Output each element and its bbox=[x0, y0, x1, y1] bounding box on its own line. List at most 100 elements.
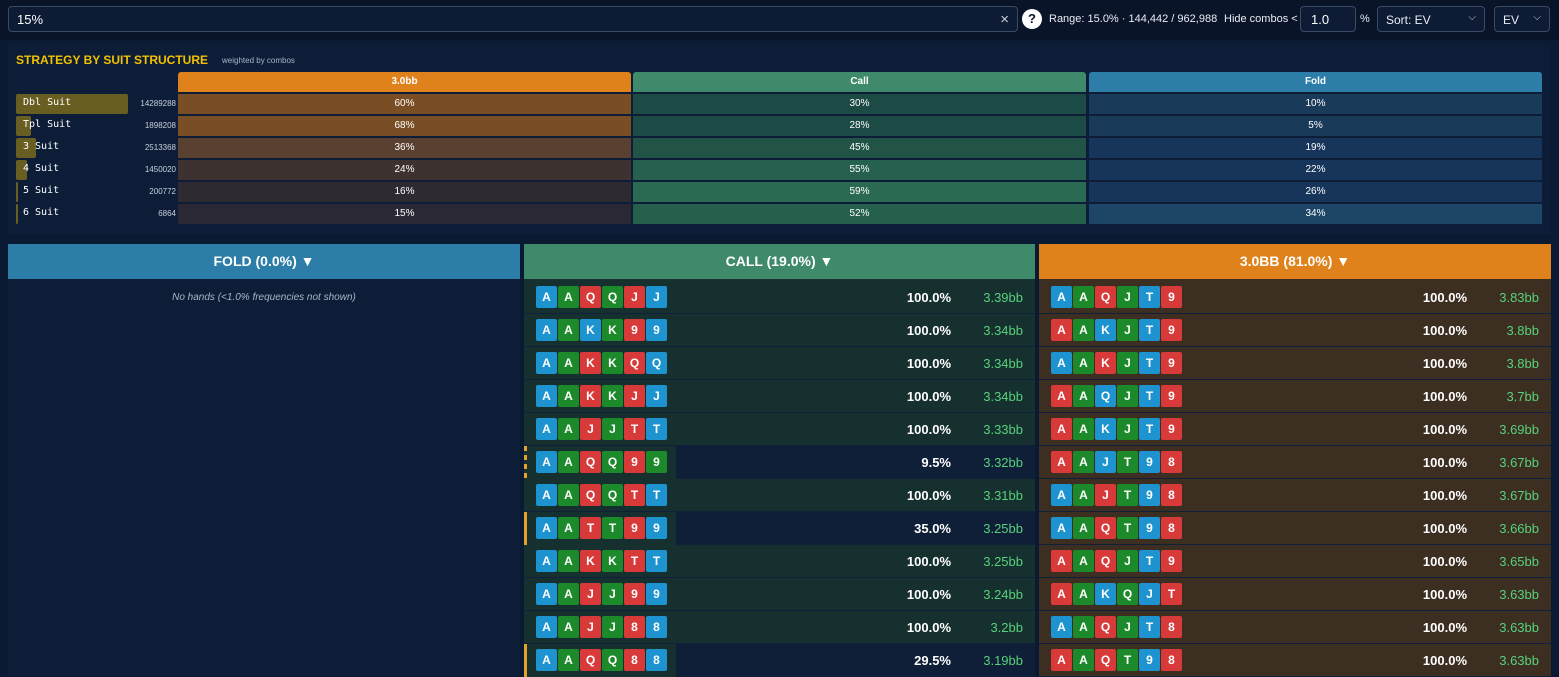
call-pct-cell: 55% bbox=[633, 160, 1086, 180]
hand-row[interactable]: A A J J 8 8 100.0% 3.2bb bbox=[524, 611, 1035, 644]
hide-combos-input[interactable]: 1.0 bbox=[1300, 6, 1356, 32]
metric-select[interactable]: EV ⌵ bbox=[1494, 6, 1550, 32]
card: A bbox=[558, 517, 579, 539]
combo-share-bar bbox=[16, 204, 18, 224]
card: Q bbox=[580, 649, 601, 671]
hand-ev: 3.63bb bbox=[1499, 587, 1539, 602]
hand-row[interactable]: A A Q J T 9 100.0% 3.83bb bbox=[1039, 281, 1551, 314]
suit-structure-row: Dbl Suit 14289288 60% 30% 10% bbox=[16, 94, 1543, 114]
card: T bbox=[1139, 418, 1160, 440]
hand-row[interactable]: A A K K T T 100.0% 3.25bb bbox=[524, 545, 1035, 578]
call-column-header[interactable]: CALL (19.0%) ▼ bbox=[524, 244, 1035, 279]
hand-row[interactable]: A A K J T 9 100.0% 3.8bb bbox=[1039, 347, 1551, 380]
card: 8 bbox=[1161, 649, 1182, 671]
hand-row[interactable]: A A Q Q 9 9 9.5% 3.32bb bbox=[524, 446, 1035, 479]
hand-ev: 3.8bb bbox=[1506, 323, 1539, 338]
hand-row[interactable]: A A Q J T 9 100.0% 3.65bb bbox=[1039, 545, 1551, 578]
card: A bbox=[1051, 583, 1072, 605]
card: 9 bbox=[624, 583, 645, 605]
card: K bbox=[580, 385, 601, 407]
raise-pct-cell: 36% bbox=[178, 138, 631, 158]
hand-row[interactable]: A A K K 9 9 100.0% 3.34bb bbox=[524, 314, 1035, 347]
card: T bbox=[1117, 484, 1138, 506]
fold-column-header[interactable]: FOLD (0.0%) ▼ bbox=[8, 244, 520, 279]
card: Q bbox=[602, 286, 623, 308]
help-icon[interactable]: ? bbox=[1022, 9, 1042, 29]
hand-row[interactable]: A A K J T 9 100.0% 3.69bb bbox=[1039, 413, 1551, 446]
hand-row[interactable]: A A J J 9 9 100.0% 3.24bb bbox=[524, 578, 1035, 611]
hand-row[interactable]: A A Q Q T T 100.0% 3.31bb bbox=[524, 479, 1035, 512]
hand-ev: 3.66bb bbox=[1499, 521, 1539, 536]
hand-row[interactable]: A A Q Q 8 8 29.5% 3.19bb bbox=[524, 644, 1035, 677]
combo-share-bar bbox=[16, 94, 128, 114]
hand-row[interactable]: A A K K Q Q 100.0% 3.34bb bbox=[524, 347, 1035, 380]
card: T bbox=[1139, 550, 1160, 572]
card: 9 bbox=[624, 517, 645, 539]
card: T bbox=[646, 418, 667, 440]
card: 9 bbox=[1161, 550, 1182, 572]
hand-row[interactable]: A A K K J J 100.0% 3.34bb bbox=[524, 380, 1035, 413]
card: A bbox=[558, 484, 579, 506]
hand-frequency: 100.0% bbox=[1422, 620, 1467, 635]
hand-ev: 3.39bb bbox=[983, 290, 1023, 305]
hand-row[interactable]: A A Q J T 9 100.0% 3.7bb bbox=[1039, 380, 1551, 413]
hand-frequency: 100.0% bbox=[906, 356, 951, 371]
card: Q bbox=[602, 451, 623, 473]
hand-frequency: 100.0% bbox=[1422, 455, 1467, 470]
card: T bbox=[1139, 616, 1160, 638]
card: T bbox=[580, 517, 601, 539]
hand-row[interactable]: A A J T 9 8 100.0% 3.67bb bbox=[1039, 479, 1551, 512]
hand-ev: 3.31bb bbox=[983, 488, 1023, 503]
suit-label: Dbl Suit bbox=[16, 94, 128, 114]
hand-frequency: 9.5% bbox=[921, 455, 951, 470]
card: T bbox=[624, 550, 645, 572]
card: K bbox=[602, 385, 623, 407]
raise-pct-cell: 60% bbox=[178, 94, 631, 114]
combo-count: 14289288 bbox=[140, 99, 176, 108]
range-search-input[interactable]: 15% × bbox=[8, 6, 1018, 32]
hand-row[interactable]: A A Q T 9 8 100.0% 3.66bb bbox=[1039, 512, 1551, 545]
hand-row[interactable]: A A Q J T 8 100.0% 3.63bb bbox=[1039, 611, 1551, 644]
sort-select[interactable]: Sort: EV ⌵ bbox=[1377, 6, 1485, 32]
percent-label: % bbox=[1360, 13, 1370, 25]
hand-frequency: 29.5% bbox=[914, 653, 951, 668]
card: A bbox=[536, 418, 557, 440]
card: A bbox=[536, 616, 557, 638]
combo-share-bar bbox=[16, 160, 28, 180]
suit-structure-row: Tpl Suit 1898208 68% 28% 5% bbox=[16, 116, 1543, 136]
card: A bbox=[1051, 319, 1072, 341]
hand-row[interactable]: A A K J T 9 100.0% 3.8bb bbox=[1039, 314, 1551, 347]
raise-column-header[interactable]: 3.0BB (81.0%) ▼ bbox=[1039, 244, 1551, 279]
raise-column: 3.0BB (81.0%) ▼ A A Q J T 9 100.0% 3.83bb A A K J T 9… bbox=[1039, 244, 1551, 677]
clear-icon[interactable]: × bbox=[1000, 11, 1009, 28]
hand-frequency: 100.0% bbox=[1422, 488, 1467, 503]
hand-row[interactable]: A A Q T 9 8 100.0% 3.63bb bbox=[1039, 644, 1551, 677]
hand-row[interactable]: A A J T 9 8 100.0% 3.67bb bbox=[1039, 446, 1551, 479]
fold-pct-cell: 26% bbox=[1089, 182, 1542, 202]
range-search-value[interactable]: 15% bbox=[17, 12, 44, 27]
card: A bbox=[1051, 616, 1072, 638]
hand-row[interactable]: A A K Q J T 100.0% 3.63bb bbox=[1039, 578, 1551, 611]
suit-name: Tpl Suit bbox=[23, 119, 72, 130]
card: T bbox=[1139, 352, 1160, 374]
hand-row[interactable]: A A J J T T 100.0% 3.33bb bbox=[524, 413, 1035, 446]
fold-pct-cell: 5% bbox=[1089, 116, 1542, 136]
hand-row[interactable]: A A T T 9 9 35.0% 3.25bb bbox=[524, 512, 1035, 545]
card: Q bbox=[602, 484, 623, 506]
hand-frequency: 100.0% bbox=[906, 422, 951, 437]
raise-pct-cell: 24% bbox=[178, 160, 631, 180]
card: A bbox=[1051, 286, 1072, 308]
hand-frequency: 100.0% bbox=[1422, 356, 1467, 371]
suit-label: 5 Suit bbox=[16, 182, 128, 202]
hand-ev: 3.8bb bbox=[1506, 356, 1539, 371]
card: K bbox=[580, 352, 601, 374]
card: A bbox=[1051, 517, 1072, 539]
hand-row[interactable]: A A Q Q J J 100.0% 3.39bb bbox=[524, 281, 1035, 314]
card: J bbox=[602, 583, 623, 605]
